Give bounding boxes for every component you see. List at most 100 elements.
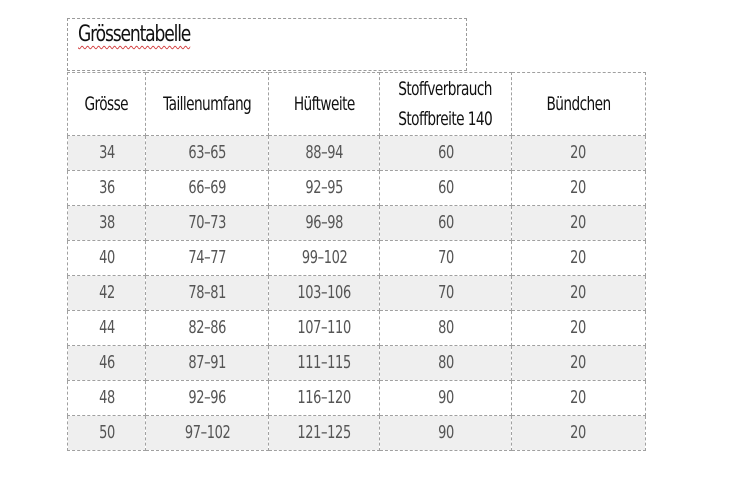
cell-buendchen: 20 — [510, 380, 646, 416]
cell-buendchen: 20 — [510, 275, 646, 311]
cell-taillenumfang: 82–86 — [144, 310, 270, 346]
cell-value: 92–96 — [188, 387, 226, 408]
cell-value: 121–125 — [297, 422, 352, 443]
cell-taillenumfang: 63–65 — [144, 135, 270, 171]
cell-value: 44 — [98, 317, 115, 338]
cell-stoffverbrauch: 60 — [379, 205, 512, 241]
header-taillenumfang: Taillenumfang — [144, 72, 270, 136]
table-row: 40 74–77 99–102 70 20 — [67, 240, 646, 276]
cell-value: 60 — [437, 177, 454, 198]
cell-taillenumfang: 70–73 — [144, 205, 270, 241]
header-stoffbreite-label: Stoffbreite 140 — [398, 108, 493, 130]
table-row: 46 87–91 111–115 80 20 — [67, 345, 646, 381]
cell-hueftweite: 111–115 — [268, 345, 381, 381]
header-stoffverbrauch-label: Stoffverbrauch — [398, 78, 493, 100]
cell-value: 90 — [437, 422, 454, 443]
cell-taillenumfang: 66–69 — [144, 170, 270, 206]
cell-hueftweite: 121–125 — [268, 415, 381, 451]
table-row: 36 66–69 92–95 60 20 — [67, 170, 646, 206]
header-row: Grösse Taillenumfang Hüftweite Stoffverb… — [67, 72, 646, 136]
table-row: 38 70–73 96–98 60 20 — [67, 205, 646, 241]
page-title: Grössentabelle — [78, 22, 191, 47]
cell-value: 103–106 — [297, 282, 352, 303]
cell-value: 38 — [98, 212, 115, 233]
cell-value: 97–102 — [184, 422, 230, 443]
cell-value: 96–98 — [305, 212, 344, 233]
cell-value: 20 — [570, 142, 587, 163]
cell-value: 40 — [98, 247, 115, 268]
cell-value: 20 — [570, 422, 587, 443]
cell-hueftweite: 88–94 — [268, 135, 381, 171]
cell-value: 90 — [437, 387, 454, 408]
header-groesse: Grösse — [67, 72, 146, 136]
cell-value: 20 — [570, 212, 587, 233]
cell-buendchen: 20 — [510, 415, 646, 451]
cell-groesse: 36 — [67, 170, 146, 206]
table-row: 48 92–96 116–120 90 20 — [67, 380, 646, 416]
table-row: 34 63–65 88–94 60 20 — [67, 135, 646, 171]
cell-stoffverbrauch: 70 — [379, 275, 512, 311]
cell-groesse: 46 — [67, 345, 146, 381]
cell-value: 20 — [570, 352, 587, 373]
cell-value: 78–81 — [188, 282, 226, 303]
header-groesse-label: Grösse — [84, 93, 129, 115]
cell-value: 87–91 — [188, 352, 226, 373]
cell-value: 63–65 — [188, 142, 226, 163]
table-row: 42 78–81 103–106 70 20 — [67, 275, 646, 311]
cell-value: 70 — [437, 247, 454, 268]
cell-groesse: 38 — [67, 205, 146, 241]
cell-value: 70–73 — [188, 212, 226, 233]
header-hueftweite-label: Hüftweite — [293, 93, 355, 115]
cell-hueftweite: 92–95 — [268, 170, 381, 206]
cell-stoffverbrauch: 80 — [379, 310, 512, 346]
cell-taillenumfang: 92–96 — [144, 380, 270, 416]
cell-value: 80 — [437, 317, 454, 338]
cell-hueftweite: 103–106 — [268, 275, 381, 311]
header-hueftweite: Hüftweite — [268, 72, 381, 136]
cell-value: 20 — [570, 177, 587, 198]
cell-hueftweite: 116–120 — [268, 380, 381, 416]
cell-value: 74–77 — [188, 247, 226, 268]
header-buendchen-label: Bündchen — [546, 93, 611, 115]
cell-groesse: 48 — [67, 380, 146, 416]
cell-groesse: 44 — [67, 310, 146, 346]
header-taillenumfang-label: Taillenumfang — [163, 93, 252, 115]
cell-value: 92–95 — [305, 177, 344, 198]
cell-value: 34 — [98, 142, 115, 163]
table-row: 44 82–86 107–110 80 20 — [67, 310, 646, 346]
table-body: 34 63–65 88–94 60 20 36 66–69 92–95 60 20 38 70–73 9… — [67, 135, 646, 451]
cell-stoffverbrauch: 90 — [379, 415, 512, 451]
cell-groesse: 34 — [67, 135, 146, 171]
cell-value: 88–94 — [305, 142, 344, 163]
cell-hueftweite: 99–102 — [268, 240, 381, 276]
cell-value: 20 — [570, 282, 587, 303]
cell-value: 50 — [98, 422, 115, 443]
cell-value: 99–102 — [301, 247, 348, 268]
cell-buendchen: 20 — [510, 240, 646, 276]
cell-taillenumfang: 78–81 — [144, 275, 270, 311]
cell-hueftweite: 96–98 — [268, 205, 381, 241]
cell-value: 60 — [437, 212, 454, 233]
cell-stoffverbrauch: 70 — [379, 240, 512, 276]
cell-value: 20 — [570, 317, 587, 338]
cell-buendchen: 20 — [510, 170, 646, 206]
cell-buendchen: 20 — [510, 205, 646, 241]
cell-value: 70 — [437, 282, 454, 303]
cell-taillenumfang: 97–102 — [144, 415, 270, 451]
cell-stoffverbrauch: 60 — [379, 170, 512, 206]
title-box: Grössentabelle — [67, 18, 467, 71]
size-table: Grösse Taillenumfang Hüftweite Stoffverb… — [67, 72, 646, 451]
cell-value: 80 — [437, 352, 454, 373]
cell-value: 46 — [98, 352, 115, 373]
cell-buendchen: 20 — [510, 135, 646, 171]
cell-value: 36 — [98, 177, 115, 198]
cell-taillenumfang: 74–77 — [144, 240, 270, 276]
cell-groesse: 50 — [67, 415, 146, 451]
cell-value: 20 — [570, 387, 587, 408]
cell-taillenumfang: 87–91 — [144, 345, 270, 381]
cell-value: 42 — [98, 282, 115, 303]
cell-groesse: 40 — [67, 240, 146, 276]
cell-value: 107–110 — [297, 317, 352, 338]
cell-buendchen: 20 — [510, 310, 646, 346]
header-stoffverbrauch: Stoffverbrauch Stoffbreite 140 — [379, 72, 512, 136]
